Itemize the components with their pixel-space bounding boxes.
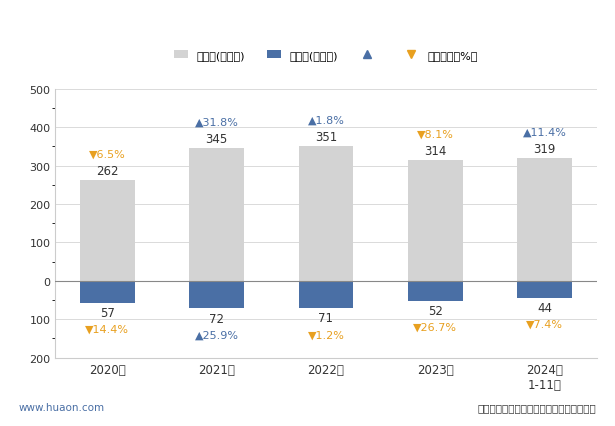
- Bar: [80, 281, 135, 303]
- Text: 52: 52: [428, 304, 443, 317]
- Text: 专业严谨 • 客观科学: 专业严谨 • 客观科学: [526, 6, 597, 19]
- Text: ▲25.9%: ▲25.9%: [194, 330, 239, 340]
- Text: 2020-2024年11月中山市商品收发货人所在地进、出口额: 2020-2024年11月中山市商品收发货人所在地进、出口额: [132, 42, 483, 60]
- Text: ▼26.7%: ▼26.7%: [413, 322, 458, 332]
- Bar: [408, 281, 462, 301]
- Text: 262: 262: [96, 165, 119, 178]
- Text: 华经情报网: 华经情报网: [18, 6, 54, 19]
- Text: 44: 44: [537, 301, 552, 314]
- Text: 351: 351: [315, 130, 337, 144]
- Text: ▼6.5%: ▼6.5%: [89, 150, 125, 160]
- Text: ▲31.8%: ▲31.8%: [195, 118, 239, 128]
- Text: ▲11.4%: ▲11.4%: [523, 128, 566, 138]
- Text: 345: 345: [205, 133, 228, 146]
- Text: 数据来源：中国海关，华经产业研究院整理: 数据来源：中国海关，华经产业研究院整理: [478, 402, 597, 412]
- Legend: 出口额(亿美元), 进口额(亿美元), , 同比增长（%）: 出口额(亿美元), 进口额(亿美元), , 同比增长（%）: [170, 47, 482, 66]
- Text: ▼1.2%: ▼1.2%: [308, 329, 344, 340]
- Bar: [408, 161, 462, 281]
- Text: ▼7.4%: ▼7.4%: [526, 319, 563, 329]
- Text: 57: 57: [100, 306, 115, 319]
- Bar: [517, 281, 572, 298]
- Bar: [189, 281, 244, 309]
- Text: ▲1.8%: ▲1.8%: [308, 115, 344, 126]
- Bar: [80, 181, 135, 281]
- Bar: [517, 159, 572, 281]
- Text: www.huaon.com: www.huaon.com: [18, 402, 105, 412]
- Bar: [189, 149, 244, 281]
- Text: ▼14.4%: ▼14.4%: [85, 324, 129, 334]
- Bar: [299, 147, 353, 281]
- Text: ▼8.1%: ▼8.1%: [417, 130, 454, 140]
- Text: 319: 319: [533, 143, 556, 156]
- Text: 314: 314: [424, 145, 446, 158]
- Text: 72: 72: [209, 312, 224, 325]
- Text: 71: 71: [319, 311, 333, 325]
- Bar: [299, 281, 353, 308]
